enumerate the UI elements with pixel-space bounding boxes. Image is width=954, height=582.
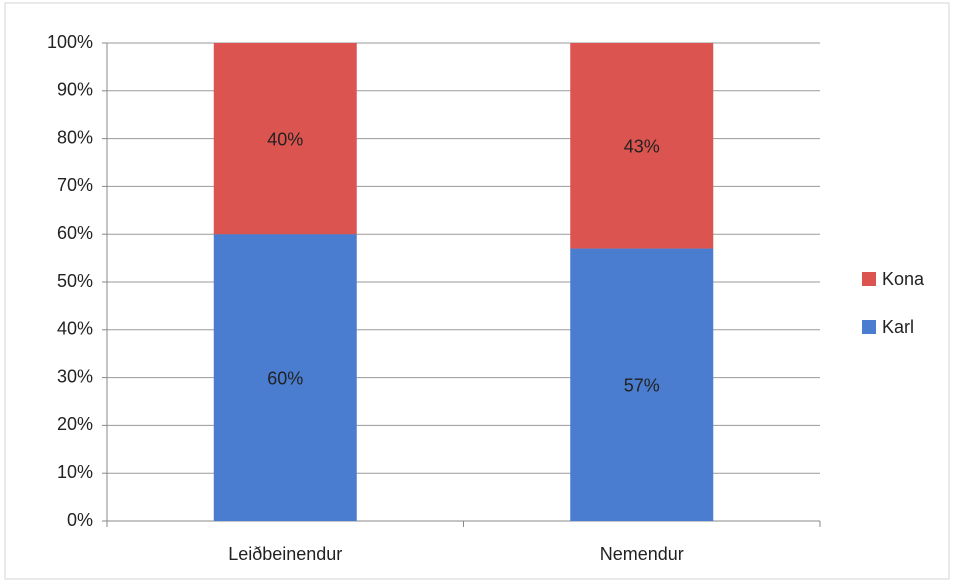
legend-swatch [862,320,876,334]
bar-segment [213,43,357,235]
y-tick-label: 70% [57,175,93,195]
x-tick-label: Nemendur [600,544,684,564]
y-tick-label: 10% [57,462,93,482]
y-tick-label: 90% [57,80,93,100]
bar-segment [570,248,714,522]
y-tick-label: 80% [57,127,93,147]
y-tick-label: 40% [57,319,93,339]
legend-label: Kona [882,269,925,289]
data-label: 43% [624,137,660,157]
bar-segment [570,43,714,249]
y-tick-label: 100% [47,32,93,52]
x-tick-label: Leiðbeinendur [228,544,342,564]
bar-segment [213,234,357,521]
y-tick-label: 30% [57,366,93,386]
data-label: 57% [624,376,660,396]
y-tick-label: 0% [67,510,93,530]
data-label: 40% [267,129,303,149]
data-label: 60% [267,368,303,388]
legend-swatch [862,272,876,286]
legend-label: Karl [882,317,914,337]
y-tick-label: 60% [57,223,93,243]
chart-frame [4,2,950,580]
y-tick-label: 20% [57,414,93,434]
y-tick-label: 50% [57,271,93,291]
